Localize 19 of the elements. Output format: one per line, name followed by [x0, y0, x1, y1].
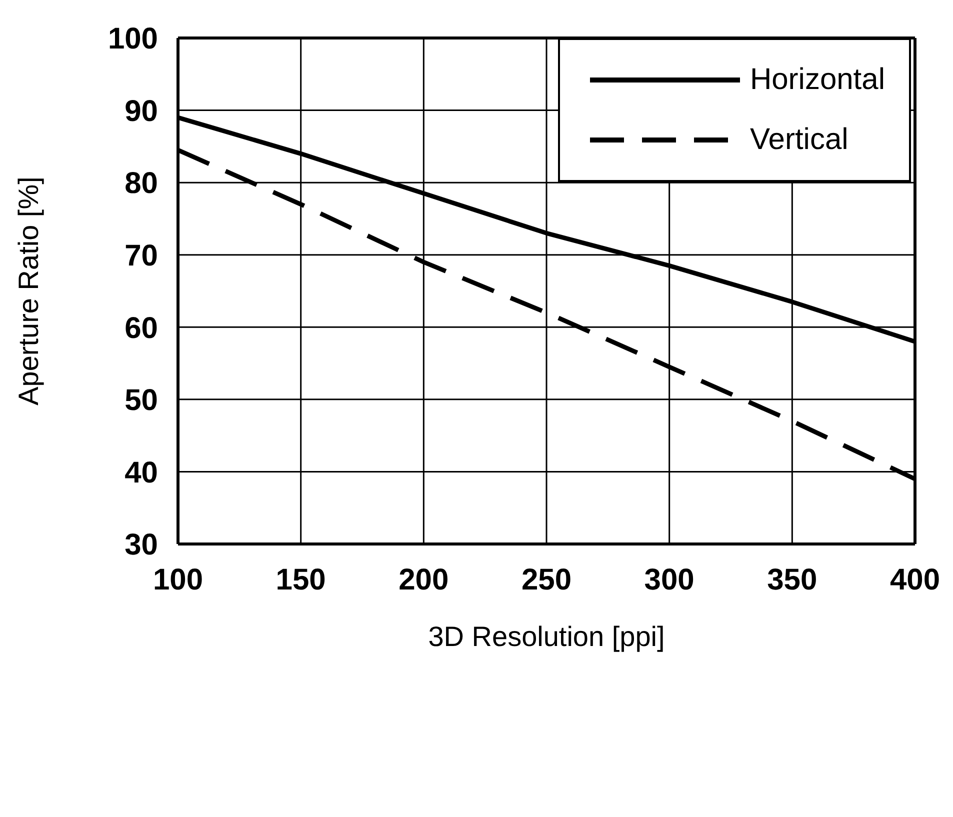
y-tick-label: 60: [124, 312, 158, 345]
legend-label: Horizontal: [750, 63, 885, 97]
x-tick-label: 200: [398, 563, 449, 596]
x-tick-label: 300: [644, 563, 694, 596]
y-tick-label: 90: [124, 94, 158, 128]
y-tick-label: 30: [124, 528, 158, 562]
x-tick-label: 350: [767, 563, 818, 596]
x-tick-label: 100: [152, 563, 204, 596]
y-tick-label: 50: [124, 384, 158, 418]
x-tick-label: 150: [276, 563, 326, 596]
y-tick-label: 100: [108, 22, 158, 56]
legend-label: Vertical: [750, 123, 848, 157]
y-tick-label: 40: [124, 456, 158, 490]
y-axis-title: Aperture Ratio [%]: [12, 176, 44, 406]
x-axis-title: 3D Resolution [ppi]: [428, 621, 665, 652]
x-tick-label: 400: [890, 563, 940, 596]
y-tick-label: 70: [124, 240, 158, 273]
x-tick-label: 250: [521, 563, 572, 596]
y-tick-label: 80: [124, 167, 158, 200]
